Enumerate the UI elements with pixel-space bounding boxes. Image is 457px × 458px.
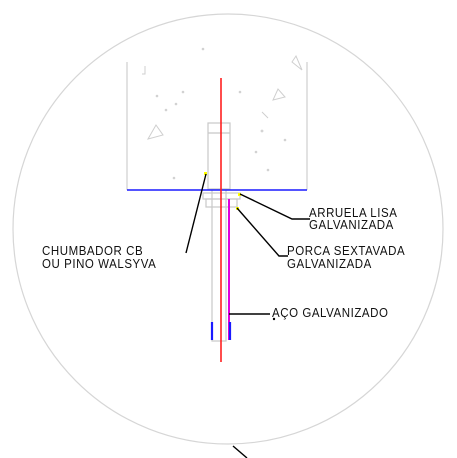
arruela-label-line2: GALVANIZADA <box>309 218 394 232</box>
chumbador-label-line2: OU PINO WALSYVA <box>42 257 157 271</box>
concrete-hatch <box>142 47 303 180</box>
aco-leader-dot <box>272 317 276 321</box>
leader-arruela <box>239 193 310 220</box>
concrete-block <box>126 62 308 190</box>
bolt-end-markers <box>210 322 232 340</box>
aco-label: AÇO GALVANIZADO <box>272 306 389 320</box>
chumbador-label-line1: CHUMBADOR CB <box>42 244 144 258</box>
leader-porca <box>236 207 288 257</box>
leader-chumbador <box>185 173 207 254</box>
arruela-label-line1: ARRUELA LISA <box>309 206 398 220</box>
detail-circle <box>12 13 444 445</box>
bottom-tick <box>232 445 248 458</box>
porca-label-line2: GALVANIZADA <box>287 257 372 271</box>
porca-label-line1: PORCA SEXTAVADA <box>287 244 406 258</box>
leader-highlights <box>204 172 241 210</box>
leader-lines <box>185 173 310 315</box>
anchor-bolt <box>207 122 231 342</box>
